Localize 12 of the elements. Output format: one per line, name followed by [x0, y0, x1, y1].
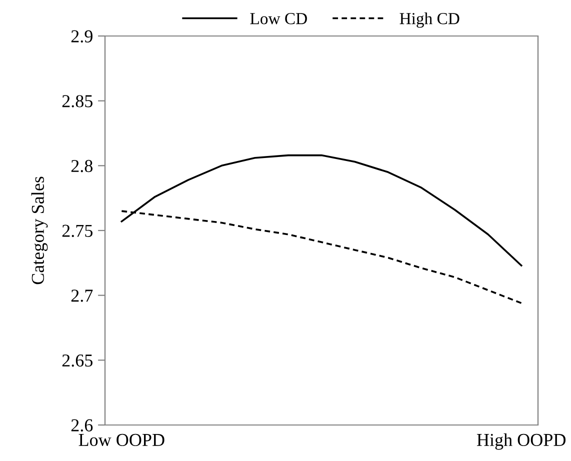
legend-label: Low CD: [250, 13, 307, 24]
y-tick-label: 2.8: [71, 160, 93, 172]
x-tick-label: High OOPD: [476, 433, 566, 450]
y-tick-label: 2.6: [71, 419, 93, 432]
y-tick-label: 2.9: [71, 30, 92, 43]
y-tick-label: 2.75: [62, 224, 92, 238]
x-tick-label: Low OOPD: [78, 434, 164, 446]
y-tick-label: 2.7: [71, 290, 93, 302]
y-tick-label: 2.65: [62, 354, 92, 367]
y-axis-title: Category Sales: [31, 176, 48, 284]
legend-label: High CD: [400, 12, 460, 28]
y-tick-label: 2.85: [62, 95, 92, 108]
